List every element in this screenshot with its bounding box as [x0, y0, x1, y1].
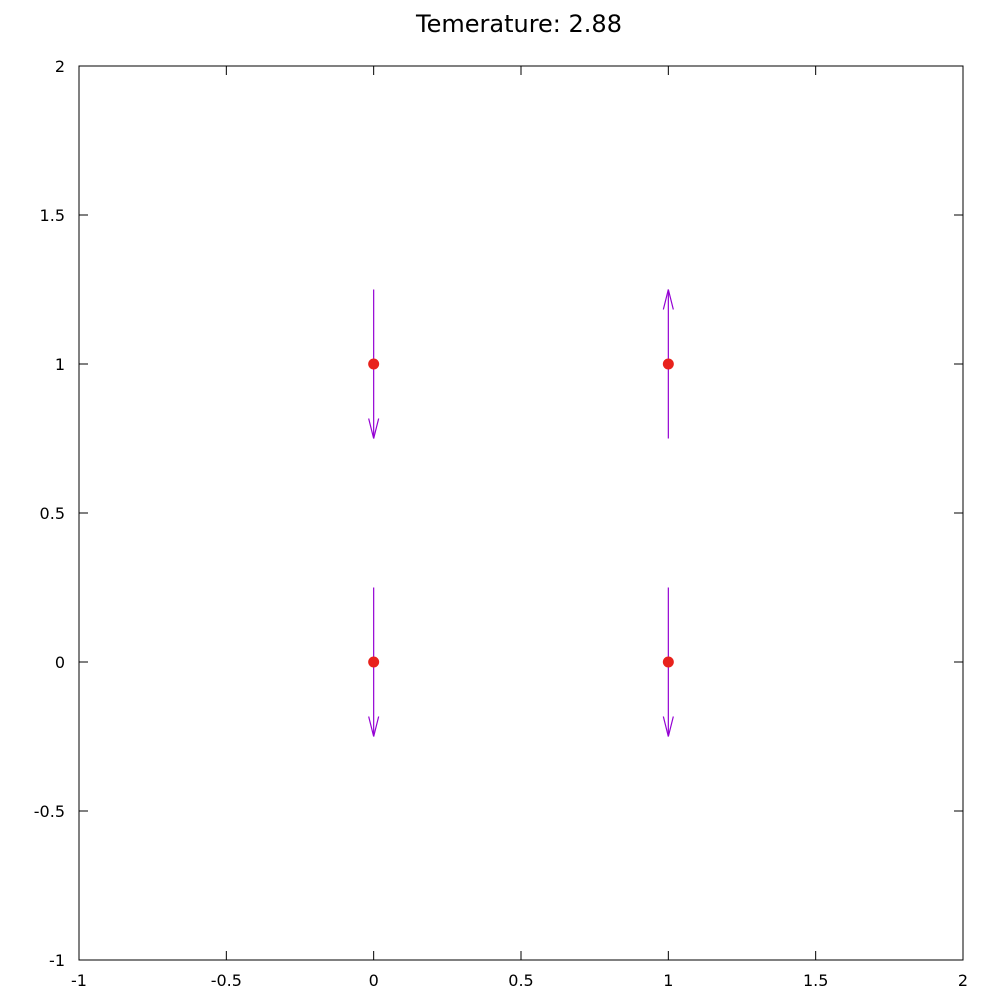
y-tick-label: 0: [55, 653, 65, 672]
y-tick-label: 1.5: [40, 206, 65, 225]
chart-title: Temerature: 2.88: [415, 10, 622, 38]
arrow-head: [662, 716, 674, 737]
lattice-point: [662, 656, 674, 668]
lattice-point: [368, 656, 380, 668]
y-tick-label: -0.5: [34, 802, 65, 821]
spin-arrows: [368, 289, 674, 737]
plot-frame: [78, 65, 964, 961]
x-tick-label: 0: [369, 971, 379, 990]
y-tick-label: 0.5: [40, 504, 65, 523]
arrow-head: [368, 418, 380, 439]
x-tick-label: -1: [71, 971, 87, 990]
y-tick-label: 1: [55, 355, 65, 374]
x-tick-label: -0.5: [211, 971, 242, 990]
lattice-point: [662, 358, 674, 370]
x-tick-label: 0.5: [508, 971, 533, 990]
lattice-points: [368, 358, 674, 668]
x-tick-label: 1: [663, 971, 673, 990]
arrow-head: [368, 716, 380, 737]
y-tick-label: -1: [49, 951, 65, 970]
x-tick-label: 2: [958, 971, 968, 990]
y-tick-label: 2: [55, 57, 65, 76]
lattice-point: [368, 358, 380, 370]
arrow-head: [662, 289, 674, 310]
axis-ticks: -1 -0.5 0 0.5 1 1.5 2 -1 -0.5 0 0.5 1 1.5 2: [34, 57, 968, 990]
x-tick-label: 1.5: [803, 971, 828, 990]
